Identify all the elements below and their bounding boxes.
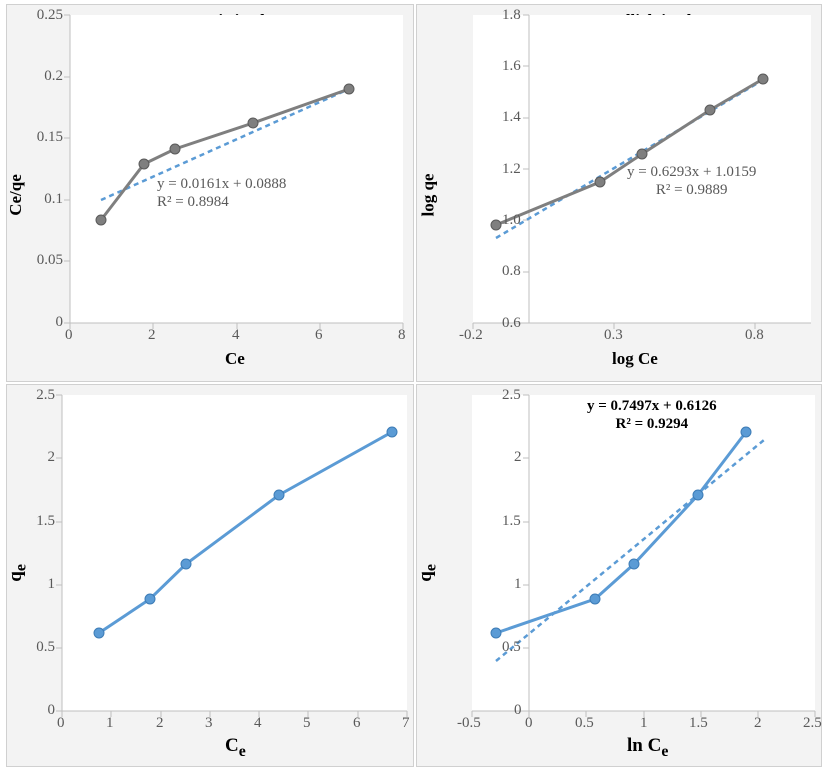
xtick: -0.2 bbox=[459, 327, 483, 344]
eq-line: y = 0.0161x + 0.0888 bbox=[157, 176, 286, 192]
xtick: 4 bbox=[254, 715, 262, 732]
xtick: 0 bbox=[57, 715, 65, 732]
ytick: 0.05 bbox=[37, 252, 63, 269]
ytick: 1.8 bbox=[502, 7, 521, 24]
ytick: 0.5 bbox=[502, 639, 521, 656]
panel-a-equation: y = 0.0161x + 0.0888 R² = 0.8984 bbox=[157, 175, 286, 211]
panel-b: Freundlich isotherm (b) bbox=[416, 4, 822, 382]
ytick: 0 bbox=[514, 702, 522, 719]
r2-line: R² = 0.9294 bbox=[615, 416, 688, 432]
figure: Langmuir isotherm (a) bbox=[0, 0, 828, 771]
xtick: 2 bbox=[156, 715, 164, 732]
panel-d-xlabel: ln Ce bbox=[627, 735, 668, 761]
ytick: 1.5 bbox=[502, 513, 521, 530]
panel-d-ylabel: qe bbox=[415, 564, 441, 582]
ytick: 1 bbox=[514, 576, 522, 593]
ytick: 0 bbox=[48, 702, 56, 719]
xtick: 8 bbox=[398, 327, 406, 344]
ytick: 2 bbox=[514, 449, 522, 466]
ytick: 1.0 bbox=[502, 212, 521, 229]
xtick: 5 bbox=[303, 715, 311, 732]
xtick: 7 bbox=[402, 715, 410, 732]
panel-c-ylabel: qe bbox=[5, 564, 31, 582]
ytick: 0.8 bbox=[502, 263, 521, 280]
ytick: 0.15 bbox=[37, 129, 63, 146]
panel-b-ylabel: log qe bbox=[418, 174, 438, 217]
ytick: 1.2 bbox=[502, 161, 521, 178]
eq-line: y = 0.7497x + 0.6126 bbox=[587, 398, 717, 414]
r2-line: R² = 0.8984 bbox=[157, 194, 229, 210]
xtick: 6 bbox=[315, 327, 323, 344]
panel-b-xlabel: log Ce bbox=[612, 349, 658, 369]
xtick: 1.5 bbox=[689, 715, 708, 732]
panel-a-ylabel: Ce/qe bbox=[6, 174, 26, 216]
panel-a-xlabel: Ce bbox=[225, 349, 245, 369]
ytick: 2.5 bbox=[36, 387, 55, 404]
ytick: 0.2 bbox=[44, 68, 63, 85]
xtick: 3 bbox=[205, 715, 213, 732]
ytick: 1.4 bbox=[502, 109, 521, 126]
xtick: 2 bbox=[754, 715, 762, 732]
xtick: 0 bbox=[525, 715, 533, 732]
xtick: 2.5 bbox=[803, 715, 822, 732]
ytick: 1.6 bbox=[502, 58, 521, 75]
ytick: 2.5 bbox=[502, 387, 521, 404]
ytick: 0.6 bbox=[502, 315, 521, 332]
panel-d-equation: y = 0.7497x + 0.6126 R² = 0.9294 bbox=[587, 397, 717, 433]
panel-d-plot bbox=[417, 385, 823, 768]
ytick: 1 bbox=[48, 576, 56, 593]
ytick: 1.5 bbox=[36, 513, 55, 530]
xtick: 4 bbox=[232, 327, 240, 344]
panel-d: (d) bbox=[416, 384, 822, 767]
eq-line: y = 0.6293x + 1.0159 bbox=[627, 164, 756, 180]
ytick: 0.25 bbox=[37, 7, 63, 24]
panel-c-xlabel: Ce bbox=[225, 735, 246, 761]
xtick: 1 bbox=[106, 715, 114, 732]
xtick: 0.5 bbox=[575, 715, 594, 732]
xtick: 2 bbox=[148, 327, 156, 344]
xtick: 0.3 bbox=[604, 327, 623, 344]
panel-a: Langmuir isotherm (a) bbox=[6, 4, 414, 382]
xtick: -0.5 bbox=[457, 715, 481, 732]
ytick: 0.5 bbox=[36, 639, 55, 656]
xtick: 0.8 bbox=[745, 327, 764, 344]
panel-b-equation: y = 0.6293x + 1.0159 R² = 0.9889 bbox=[627, 163, 756, 199]
ytick: 0 bbox=[56, 314, 64, 331]
ytick: 0.1 bbox=[44, 191, 63, 208]
panel-c-plot bbox=[7, 385, 415, 768]
r2-line: R² = 0.9889 bbox=[656, 182, 728, 198]
xtick: 0 bbox=[65, 327, 73, 344]
xtick: 6 bbox=[353, 715, 361, 732]
panel-c: (c) bbox=[6, 384, 414, 767]
xtick: 1 bbox=[640, 715, 648, 732]
ytick: 2 bbox=[48, 449, 56, 466]
